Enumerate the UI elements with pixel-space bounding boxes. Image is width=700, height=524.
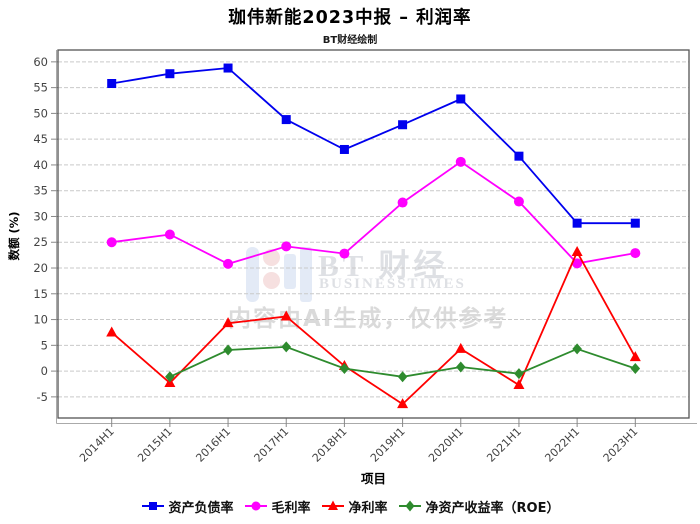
data-point-marker — [339, 248, 350, 259]
triangle-legend-marker-icon — [321, 500, 344, 510]
data-point-marker — [455, 156, 466, 167]
y-tick-label: 15 — [33, 287, 48, 301]
ai-disclaimer-watermark: 内容由AI生成，仅供参考 — [228, 306, 509, 332]
data-point-marker — [165, 69, 175, 79]
legend-label: 资产负债率 — [168, 500, 234, 516]
data-point-marker — [397, 371, 408, 383]
legend-label: 毛利率 — [271, 500, 311, 516]
x-tick-label: 2015H1 — [135, 425, 175, 465]
series-line — [111, 249, 637, 406]
chart-subtitle: BT财经绘制 — [322, 35, 378, 46]
data-point-marker — [281, 115, 291, 125]
y-tick-label: 30 — [33, 209, 48, 223]
data-point-marker — [398, 120, 408, 130]
data-point-marker — [107, 79, 117, 89]
y-tick-label: -5 — [37, 390, 48, 404]
data-point-marker — [106, 237, 117, 248]
square-legend-marker-icon — [141, 502, 164, 510]
data-point-marker — [223, 63, 233, 73]
data-point-marker — [223, 258, 234, 269]
data-point-marker — [281, 241, 292, 252]
y-tick-label: 25 — [33, 235, 48, 249]
x-tick-label: 2023H1 — [601, 425, 641, 465]
y-tick-label: 55 — [33, 81, 48, 95]
series-line — [111, 160, 636, 265]
data-point-marker — [456, 94, 466, 104]
legend-marker-shape — [327, 500, 338, 510]
y-tick-label: 0 — [41, 364, 48, 378]
data-point-marker — [281, 341, 292, 353]
legend-item: 毛利率 — [244, 497, 311, 516]
data-point-marker — [164, 229, 175, 240]
data-point-marker — [571, 246, 583, 257]
circle-legend-marker-icon — [244, 501, 267, 511]
data-point-marker — [630, 363, 641, 375]
series-line — [111, 67, 636, 225]
data-point-marker — [455, 342, 467, 353]
bt-logo-bar-icon — [284, 254, 296, 289]
legend-label: 净资产收益率（ROE） — [425, 500, 560, 516]
legend-label: 净利率 — [348, 500, 388, 516]
legend-marker-shape — [405, 500, 415, 512]
data-point-marker — [223, 344, 233, 356]
data-point-marker — [339, 144, 349, 154]
legend-item: 净资产收益率（ROE） — [398, 497, 560, 516]
x-tick-label: 2014H1 — [77, 425, 117, 465]
bt-logo-dot-icon — [263, 249, 280, 266]
x-tick-label: 2022H1 — [542, 425, 582, 465]
data-point-marker — [165, 371, 175, 383]
plot-area: -5 0 5 10 15 20 25 30 35 40 45 50 55 60 2014H1 2015H1 20… — [33, 49, 697, 465]
data-point-marker — [630, 218, 640, 228]
data-point-marker — [222, 317, 234, 328]
x-tick-label: 2021H1 — [484, 425, 524, 465]
legend-item: 资产负债率 — [141, 497, 234, 516]
bt-watermark-subname: BUSINESSTIMES — [319, 276, 466, 292]
y-tick-label: 60 — [33, 55, 48, 69]
y-tick-label: 40 — [33, 158, 48, 172]
data-point-marker — [572, 258, 583, 269]
x-tick-label: 2020H1 — [426, 425, 466, 465]
data-point-marker — [280, 310, 292, 321]
data-point-marker — [106, 326, 118, 337]
data-point-marker — [397, 197, 408, 208]
chart-title: 珈伟新能2023中报 – 利润率 — [228, 8, 472, 28]
data-point-marker — [514, 368, 524, 380]
y-tick-label: 5 — [41, 338, 48, 352]
data-point-marker — [455, 361, 466, 373]
data-point-marker — [397, 398, 409, 409]
bt-logo-bar-icon — [246, 247, 259, 302]
data-point-marker — [572, 343, 582, 355]
data-point-marker — [630, 248, 641, 259]
x-tick-label: 2017H1 — [252, 425, 292, 465]
data-point-marker — [629, 351, 641, 362]
y-tick-label: 45 — [33, 132, 48, 146]
y-tick-label: 50 — [33, 106, 48, 120]
legend: 资产负债率 毛利率 净利率 净资产收益率（ROE） — [0, 493, 700, 519]
x-tick-label: 2016H1 — [193, 425, 233, 465]
diamond-legend-marker-icon — [398, 500, 421, 512]
bt-logo-dot-icon — [263, 272, 280, 289]
x-axis-title: 项目 — [360, 471, 386, 486]
x-tick-label: 2019H1 — [368, 425, 408, 465]
data-point-marker — [339, 363, 350, 375]
data-point-marker — [513, 196, 524, 207]
x-tick-label: 2018H1 — [310, 425, 350, 465]
data-point-marker — [514, 151, 524, 161]
legend-marker-shape — [148, 502, 157, 510]
y-tick-label: 10 — [33, 313, 48, 327]
y-tick-label: 20 — [33, 261, 48, 275]
data-point-marker — [572, 218, 582, 228]
legend-item: 净利率 — [321, 497, 388, 516]
legend-marker-shape — [251, 501, 261, 511]
plot-border — [57, 49, 690, 419]
data-point-marker — [513, 379, 525, 390]
y-tick-label: 35 — [33, 184, 48, 198]
bt-logo-bar-icon — [300, 247, 312, 302]
